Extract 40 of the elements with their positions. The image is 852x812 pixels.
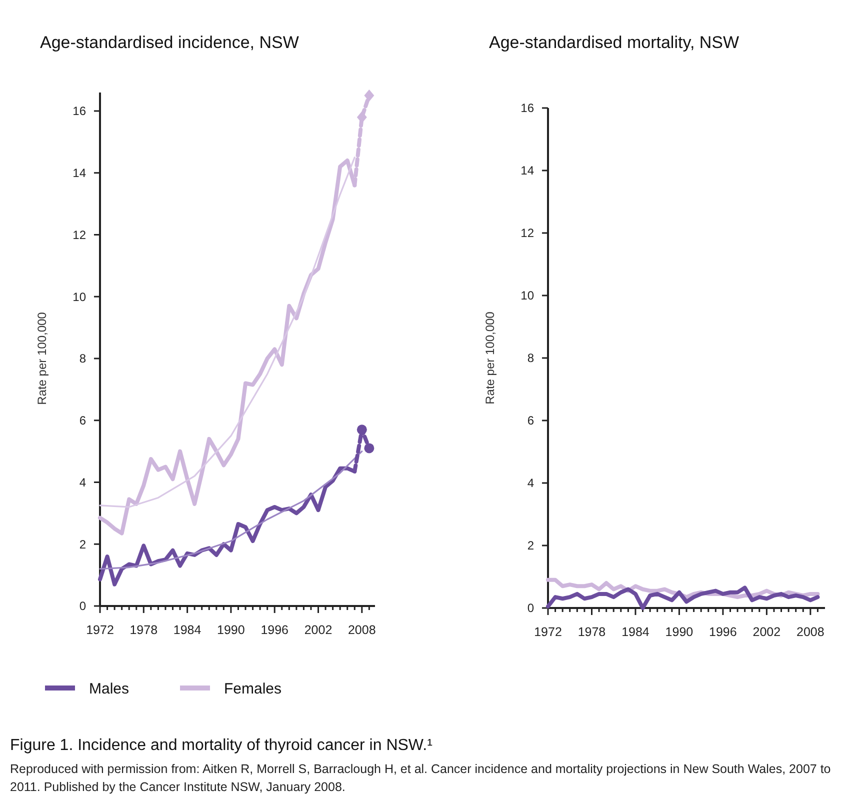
legend-label: Females: [224, 680, 282, 698]
chart-title: Age-standardised incidence, NSW: [40, 33, 299, 52]
x-tick-label: 1996: [260, 623, 289, 637]
y-axis-title: Rate per 100,000: [35, 312, 49, 405]
caption: Figure 1. Incidence and mortality of thyroid cancer in NSW.¹: [10, 737, 432, 754]
y-tick-label: 14: [520, 164, 534, 178]
y-tick-label: 16: [520, 101, 534, 116]
x-tick-label: 2008: [796, 625, 824, 639]
y-tick-label: 10: [520, 288, 534, 303]
x-tick-label: 1984: [622, 625, 650, 639]
x-tick-label: 1990: [217, 623, 245, 637]
y-tick-label: 0: [527, 601, 534, 616]
y-tick-label: 4: [527, 476, 534, 490]
chart-title: Age-standardised mortality, NSW: [489, 33, 740, 52]
y-tick-label: 12: [72, 228, 86, 242]
y-tick-label: 4: [79, 475, 86, 490]
y-axis-title: Rate per 100,000: [483, 311, 497, 404]
y-tick-label: 8: [527, 351, 534, 366]
y-tick-label: 6: [527, 414, 534, 428]
y-tick-label: 2: [79, 537, 86, 552]
y-tick-label: 14: [72, 166, 86, 180]
x-tick-label: 2002: [752, 625, 781, 639]
text: Reproduced with permission from: Aitken R, Morrell S, Barraclough H, et al. Cancer incidence and mortality projections in New South Wales, 2007 to 2011. Published by the Cancer Institute NSW, January 2008.: [10, 761, 832, 796]
y-tick-label: 16: [72, 104, 86, 118]
x-tick-label: 2008: [348, 623, 376, 637]
y-tick-label: 10: [72, 290, 86, 304]
y-tick-label: 8: [79, 352, 86, 366]
y-tick-label: 12: [520, 226, 534, 240]
x-tick-label: 1972: [534, 625, 562, 639]
x-tick-label: 1990: [665, 625, 694, 639]
legend-label: Males: [89, 680, 130, 698]
x-tick-label: 2002: [304, 623, 332, 637]
x-tick-label: 1996: [709, 625, 737, 639]
y-tick-label: 2: [527, 538, 534, 553]
x-tick-label: 1978: [578, 625, 606, 639]
x-tick-label: 1984: [173, 623, 202, 637]
x-tick-label: 1978: [130, 623, 158, 637]
y-tick-label: 0: [79, 599, 86, 614]
x-tick-label: 1972: [86, 623, 114, 637]
y-tick-label: 6: [79, 414, 86, 428]
